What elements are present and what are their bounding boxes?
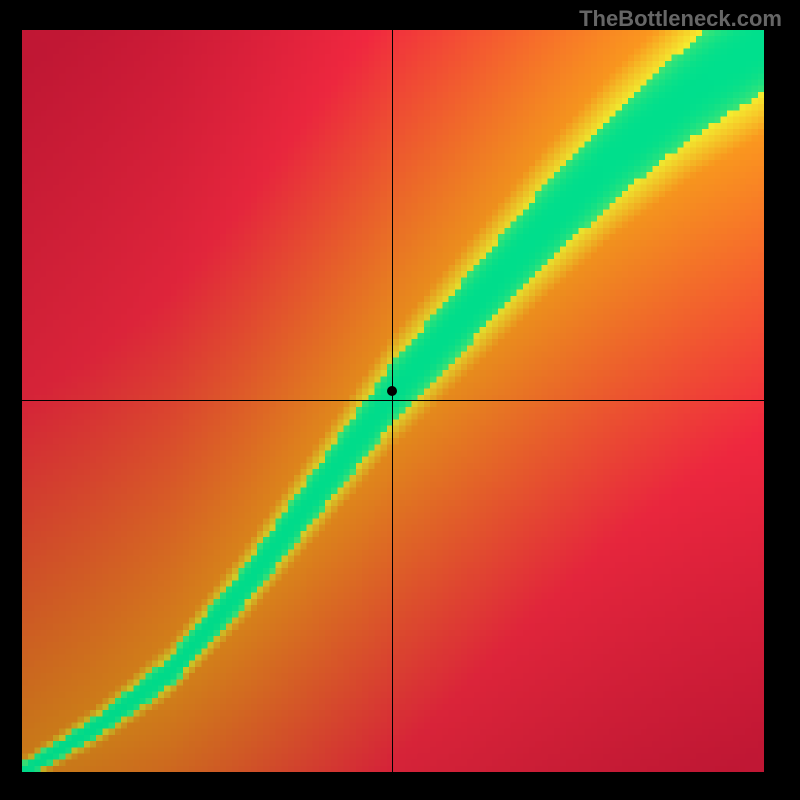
watermark-text: TheBottleneck.com [579, 6, 782, 32]
marker-dot [387, 386, 397, 396]
crosshair-vertical [392, 30, 393, 772]
crosshair-horizontal [22, 400, 764, 401]
plot-area [22, 30, 764, 772]
chart-root: { "brand": { "watermark_text": "TheBottl… [0, 0, 800, 800]
heatmap-canvas [22, 30, 764, 772]
